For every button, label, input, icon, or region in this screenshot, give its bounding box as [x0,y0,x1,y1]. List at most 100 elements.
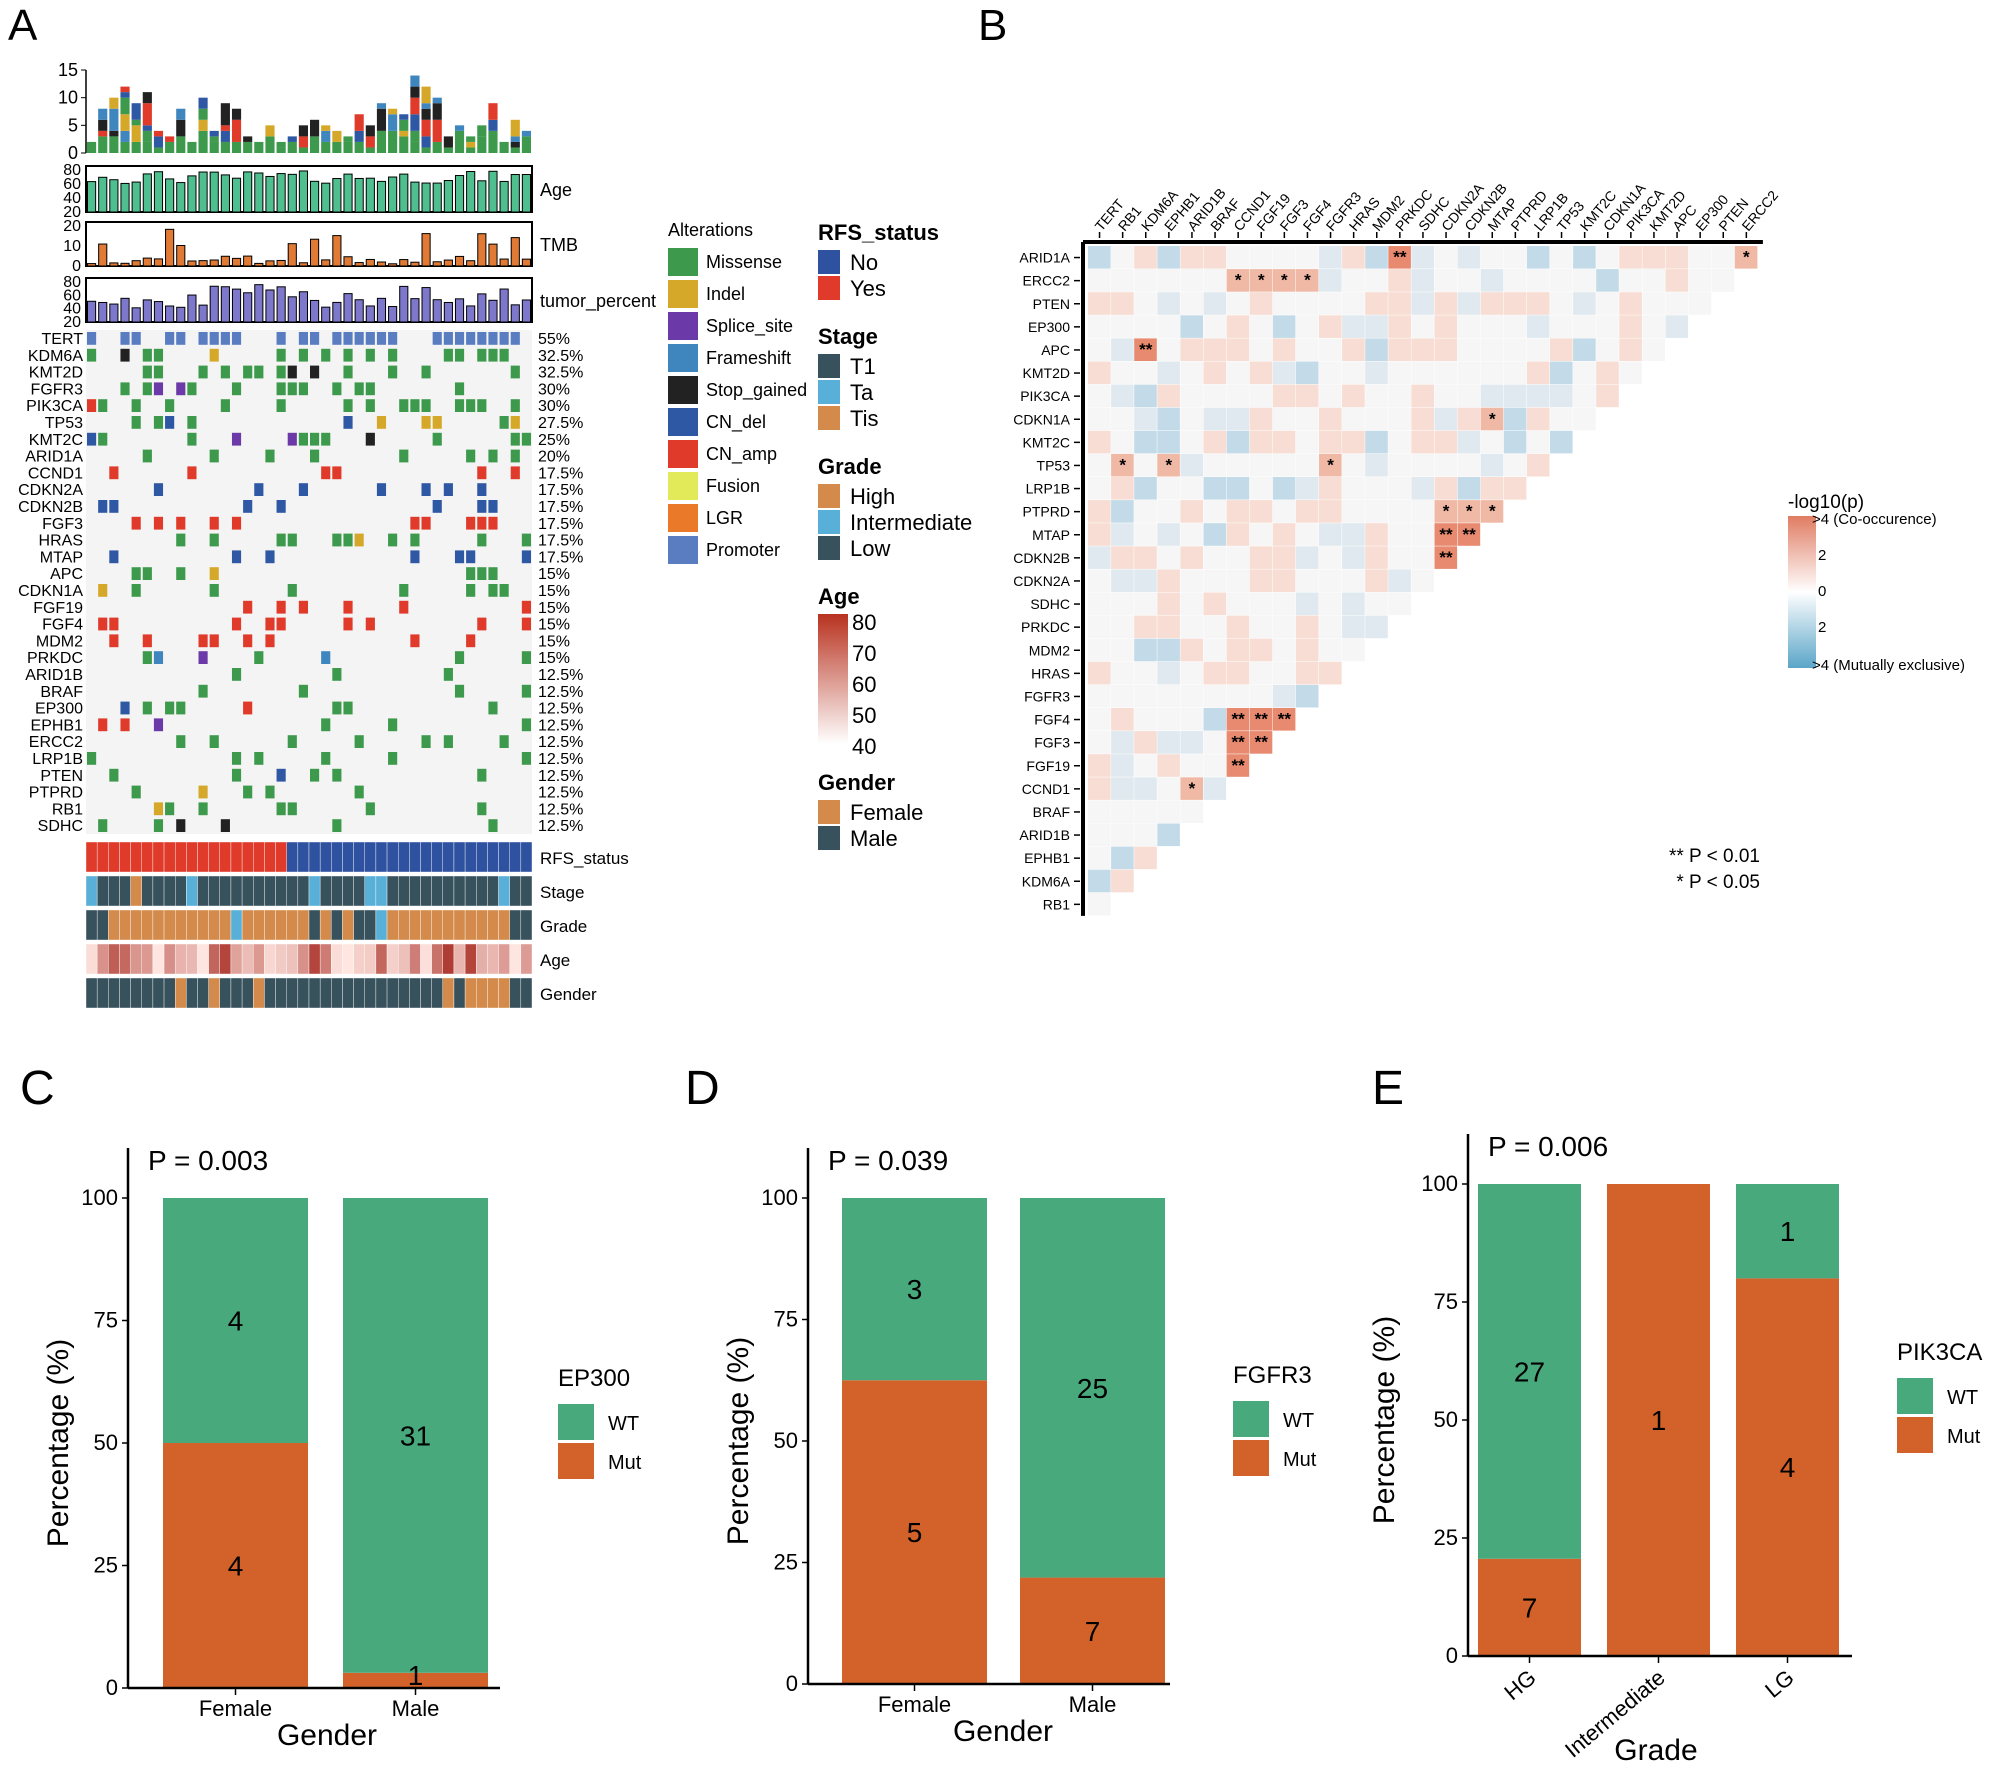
heatmap-cell [1711,269,1735,292]
mut-bar [163,1443,308,1688]
grade-cell [453,909,466,941]
heatmap-cell [1111,430,1134,454]
annotation-track-label: Gender [540,985,597,1004]
mutation-cell [153,382,164,396]
mutation-cell [477,500,487,513]
mutation-cell [176,701,186,715]
mutation-cell [298,684,308,698]
heatmap-cell [1434,269,1458,292]
mutation-cell [466,567,476,580]
gene-frequency: 12.5% [538,751,583,768]
heatmap-cell [1180,500,1203,523]
heatmap-row-label: SDHC [1030,596,1070,612]
tmb-bar-segment [165,136,175,142]
bar-legend-swatch [1897,1417,1933,1453]
mutation-cell [521,752,531,765]
heatmap-cell [1573,407,1596,431]
mutation-cell [410,634,420,648]
gene-label: MTAP [40,549,83,566]
heatmap-cell [1272,592,1296,616]
y-tick-label: 0 [106,1675,118,1700]
track-label: TMB [540,235,578,255]
bar-legend-swatch [1233,1440,1269,1476]
heatmap-cell [1295,246,1319,269]
grade-cell [264,909,276,941]
heatmap-cell [1134,800,1157,823]
bar-legend-title: PIK3CA [1897,1339,1982,1366]
track-bar [499,258,509,267]
mutation-cell [477,802,487,816]
heatmap-cell [1203,777,1227,800]
mutation-cell [298,332,308,345]
track-bar [220,255,230,267]
bar-legend-label: Mut [1283,1449,1317,1471]
heatmap-cell [1226,384,1250,408]
mutation-cell [131,785,141,799]
track-bar [198,260,208,267]
mutation-cell [454,382,465,396]
track-bar [376,261,387,267]
track-bar [488,243,498,267]
mutation-cell [521,684,531,698]
mutation-cell [243,365,253,379]
rfs-cell [96,841,109,873]
track-bar [310,299,320,323]
age-cell [353,943,365,975]
gene-label: FGFR3 [31,381,84,398]
mutation-cell [477,332,487,345]
mutation-cell [365,348,375,362]
tmb-bar-segment [231,141,242,153]
heatmap-cell [1295,615,1319,639]
heatmap-cell [1180,800,1203,823]
legend-swatch [818,800,840,824]
gene-label: SDHC [38,818,83,835]
stage-cell [308,875,321,907]
tmb-bar-segment [153,130,164,137]
heatmap-cell [1180,661,1203,685]
alteration-swatch [668,312,698,340]
track-bar [165,178,175,213]
tmb-bar-segment [332,130,342,142]
heatmap-cell [1134,453,1157,477]
gene-frequency: 15% [538,617,570,634]
mutation-cell [298,348,308,362]
heatmap-cell [1480,477,1504,500]
mutation-cell [499,332,509,345]
grade-cell [487,909,499,941]
track-bar [131,307,141,323]
stage-cell [219,875,232,907]
mutation-cell [254,752,264,765]
tmb-bar-segment [120,97,130,115]
gene-frequency: 15% [538,566,570,583]
panel-letter-a: A [8,1,38,50]
heatmap-cell [1272,569,1296,592]
rfs-cell [398,841,410,873]
heatmap-cell [1365,500,1388,523]
rfs-cell [487,841,499,873]
mutation-cell [287,533,297,547]
mut-count-label: 4 [228,1551,244,1582]
age-cell [130,943,142,975]
heatmap-cell [1388,384,1411,408]
grade-cell [297,909,310,941]
track-bar [310,238,320,267]
track-bar [142,299,152,323]
heatmap-cell [1111,453,1134,477]
heatmap-cell [1157,615,1180,639]
mutation-cell [187,382,197,396]
heatmap-cell [1457,384,1481,408]
gene-label: PRKDC [27,650,83,667]
mutation-cell [321,718,331,732]
heatmap-cell [1457,453,1481,477]
heatmap-cell [1272,292,1296,315]
mutation-cell [198,802,208,816]
tmb-bar-segment [198,108,208,120]
mutation-cell [432,500,442,513]
heatmap-cell [1434,523,1458,546]
tmb-bar-segment [343,136,353,142]
fgfr3-gender-bar-chart: 0 25 50 75 100 P = 0.039 Percentage (%) 5 3 Femal… [722,1145,1317,1748]
heatmap-cell [1365,361,1388,385]
mutation-cell [287,432,297,446]
heatmap-cell [1249,569,1273,592]
mutation-cell [142,567,152,580]
